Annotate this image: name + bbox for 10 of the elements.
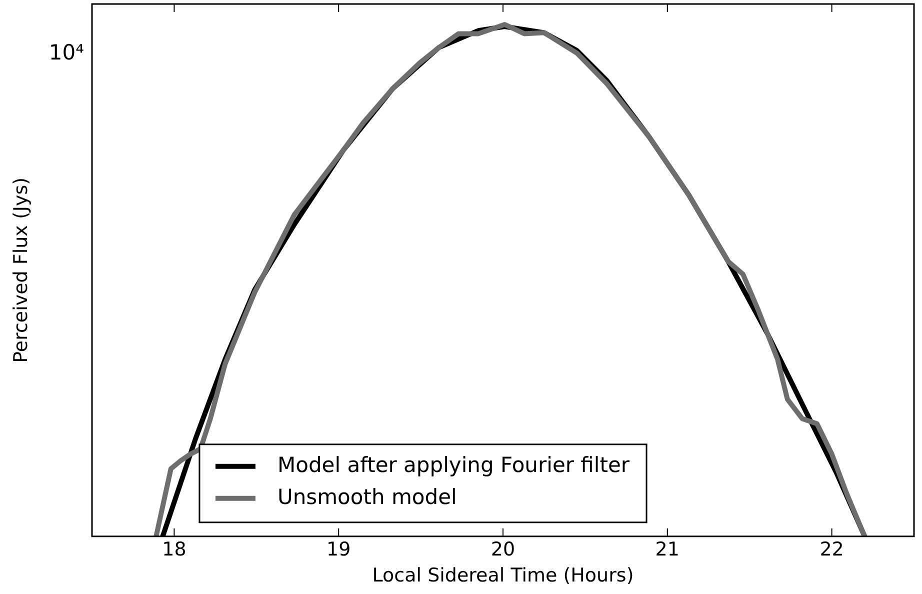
legend-label: Model after applying Fourier filter [277, 452, 630, 477]
legend-label: Unsmooth model [277, 484, 457, 509]
x-tick-label: 19 [326, 538, 351, 561]
x-tick-label: 21 [655, 538, 680, 561]
x-axis-title: Local Sidereal Time (Hours) [372, 564, 634, 587]
x-tick-label: 20 [490, 538, 516, 561]
y-axis-title: Perceived Flux (Jys) [10, 177, 32, 363]
text: 10⁴ [48, 40, 84, 64]
x-tick-label: 18 [162, 538, 186, 561]
x-tick-label: 22 [820, 538, 844, 561]
